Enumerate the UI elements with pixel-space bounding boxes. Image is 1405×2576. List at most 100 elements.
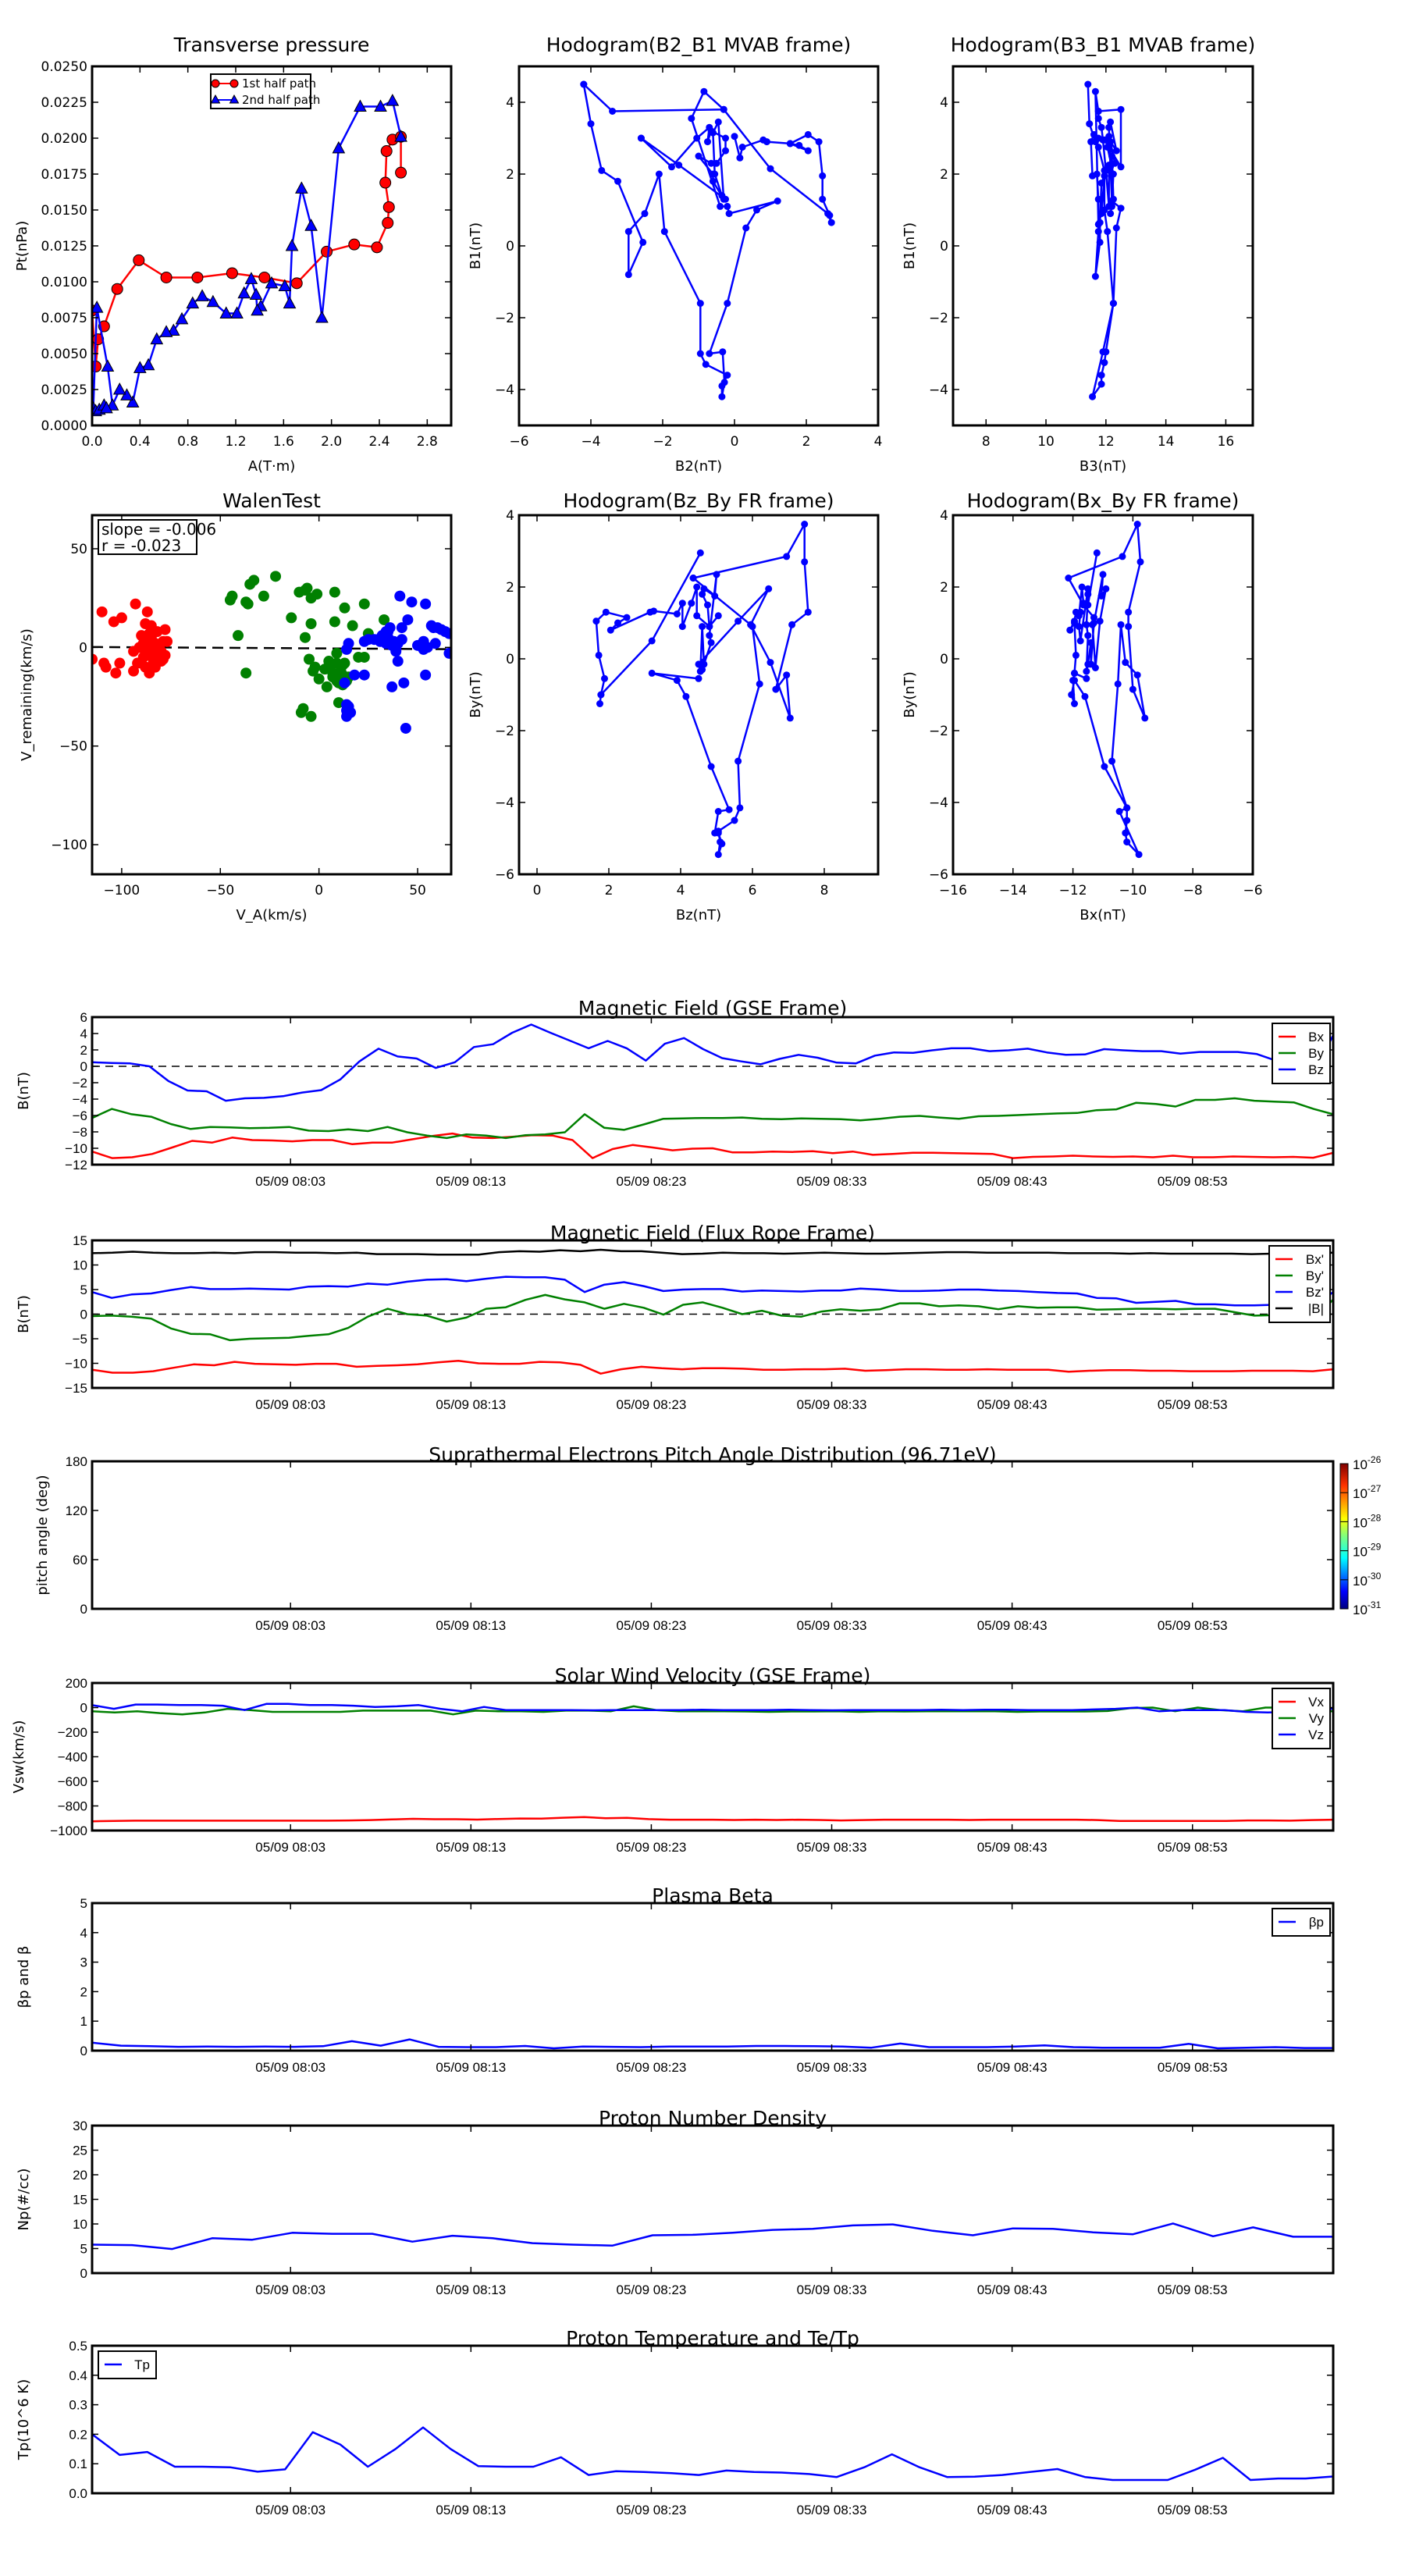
data-point-triangle: [278, 279, 292, 292]
x-tick-label: 05/09 08:33: [797, 1840, 867, 1855]
data-point: [735, 757, 742, 765]
data-point: [1117, 105, 1125, 113]
y-tick-label: 0.0025: [41, 382, 87, 398]
data-point: [756, 680, 763, 688]
y-tick-label: 4: [80, 1026, 87, 1041]
scatter-point: [345, 706, 357, 718]
plot-frame: [91, 2344, 1335, 2495]
legend-box: [210, 73, 311, 109]
x-tick-label: −100: [104, 883, 140, 898]
data-point: [1122, 659, 1129, 667]
data-point: [819, 195, 827, 203]
data-point: [688, 115, 695, 123]
scatter-point: [347, 620, 358, 632]
trajectory-line: [692, 523, 809, 720]
data-point: [1076, 608, 1084, 616]
data-point: [1105, 123, 1113, 131]
data-point: [1083, 674, 1090, 682]
data-point: [1108, 152, 1116, 160]
x-tick-label: 0.0: [81, 434, 102, 450]
data-point: [1094, 108, 1102, 115]
legend-label: 2nd half path: [242, 93, 320, 107]
data-point: [1133, 521, 1141, 528]
data-point-triangle: [166, 323, 180, 336]
data-point: [597, 691, 605, 699]
data-point-circle: [258, 271, 271, 283]
data-point: [707, 763, 715, 770]
x-tick-label: 05/09 08:23: [617, 1840, 687, 1855]
data-point: [713, 159, 720, 167]
colorbar-tick-label: 10-26: [1353, 1454, 1382, 1472]
y-axis-label: B1(nT): [468, 222, 484, 269]
data-point-circle: [371, 241, 383, 254]
data-point: [1099, 571, 1107, 578]
y-axis-label: Np(#/cc): [16, 2169, 32, 2231]
data-point: [580, 80, 588, 88]
data-point-triangle: [283, 296, 297, 309]
colorbar-exponent: -28: [1368, 1512, 1382, 1523]
series-line-Vx: [92, 1816, 1333, 1823]
y-tick-label: −8: [73, 1125, 87, 1140]
x-tick-label: 05/09 08:53: [1158, 1618, 1228, 1633]
plot-frame: [91, 514, 453, 876]
data-point: [1084, 660, 1092, 668]
data-point-triangle: [175, 311, 189, 325]
data-point: [673, 677, 681, 685]
data-point: [673, 610, 681, 617]
y-tick-label: 0: [506, 239, 514, 254]
x-tick-label: 1.2: [225, 434, 246, 450]
y-tick-label: 6: [80, 1010, 87, 1025]
y-tick-label: −100: [51, 838, 87, 853]
x-tick-label: 8: [982, 434, 991, 450]
slope-text: slope = -0.006: [101, 520, 216, 539]
scatter-point: [286, 612, 297, 624]
x-tick-label: 6: [749, 883, 757, 898]
scatter-point: [406, 596, 418, 608]
data-point-triangle: [304, 219, 318, 231]
series-line-Vz: [92, 1703, 1333, 1714]
data-point: [1123, 838, 1131, 846]
plot-frame: [518, 514, 880, 876]
data-point: [767, 165, 774, 173]
data-point-triangle: [374, 99, 387, 112]
y-tick-label: 0.0175: [41, 167, 87, 183]
data-point: [696, 549, 704, 557]
legend-marker: [210, 94, 221, 104]
legend-label: By: [1308, 1046, 1324, 1061]
data-point: [736, 804, 744, 812]
data-point: [600, 674, 608, 682]
data-point: [720, 379, 728, 386]
data-point: [1090, 614, 1097, 621]
data-point: [1094, 115, 1102, 123]
x-tick-label: 05/09 08:23: [617, 2060, 687, 2075]
data-point: [1068, 691, 1076, 699]
data-point: [702, 361, 710, 368]
y-tick-label: −5: [73, 1332, 87, 1347]
y-tick-label: 0.0050: [41, 347, 87, 362]
x-tick-label: −12: [1059, 883, 1087, 898]
y-tick-label: 4: [940, 95, 948, 111]
colorbar: 10-31 10-30 10-29 10-28 10-27 10-26: [1339, 1454, 1382, 1617]
x-tick-label: 0: [533, 883, 542, 898]
data-point-triangle: [251, 303, 264, 316]
data-point: [731, 133, 738, 141]
data-point: [783, 553, 791, 560]
y-tick-label: 0.0200: [41, 131, 87, 147]
chart-title: Suprathermal Electrons Pitch Angle Distr…: [429, 1443, 996, 1466]
data-point-circle: [290, 277, 303, 290]
data-point: [717, 202, 724, 210]
data-point-triangle: [112, 382, 126, 395]
data-point: [1096, 238, 1104, 246]
data-point: [815, 138, 823, 146]
data-point: [1076, 637, 1084, 645]
data-point: [1090, 130, 1097, 138]
scatter-point: [339, 677, 350, 688]
data-point: [801, 558, 809, 566]
data-point: [1123, 817, 1131, 824]
data-point: [655, 170, 663, 178]
y-tick-label: 0: [940, 652, 948, 667]
y-tick-label: 0.2: [69, 2427, 87, 2442]
data-point: [1117, 621, 1125, 628]
